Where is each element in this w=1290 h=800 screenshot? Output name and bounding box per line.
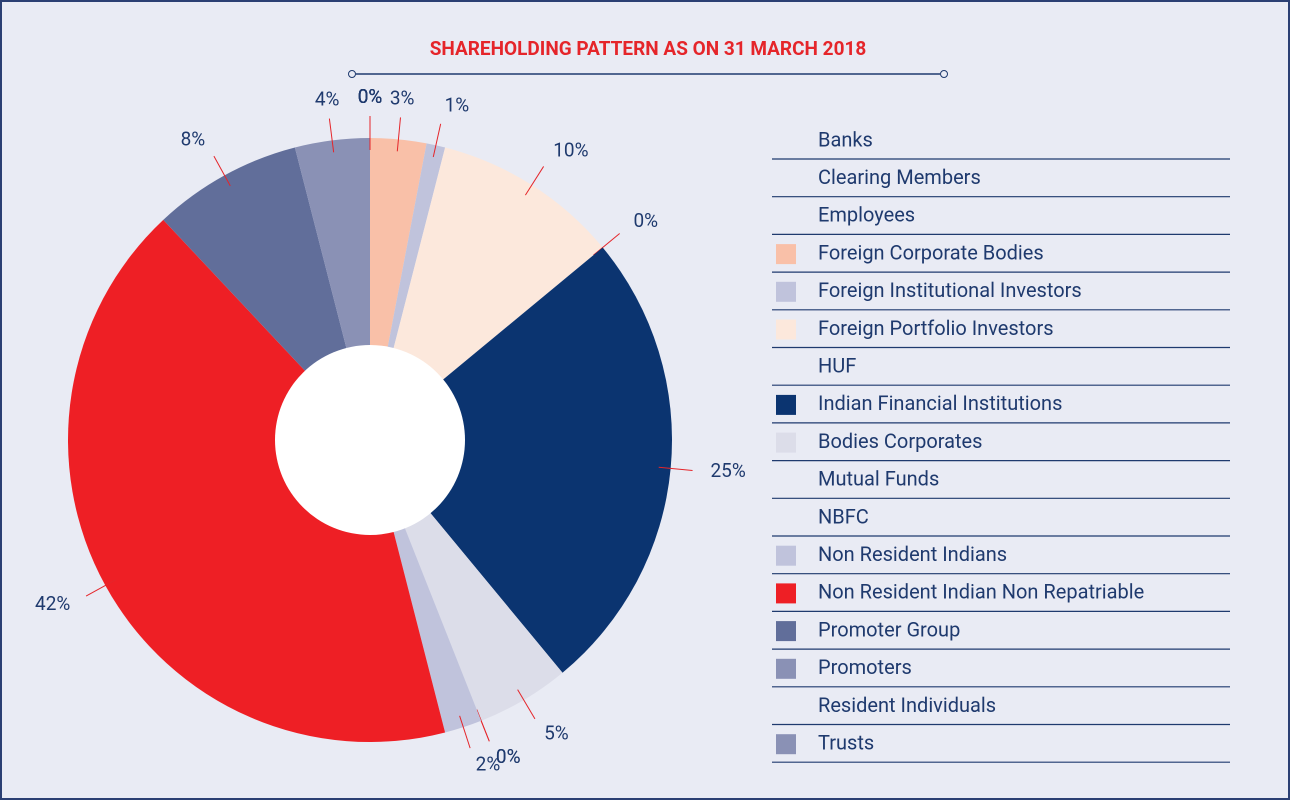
data-label: 25% [710, 459, 745, 482]
legend-swatch [776, 621, 796, 642]
legend-label: HUF [818, 353, 856, 377]
data-label: 1% [445, 93, 470, 116]
legend-label: Foreign Institutional Investors [818, 278, 1082, 302]
legend-label: Promoters [818, 655, 912, 679]
leader-line [213, 155, 231, 187]
leader-line [85, 579, 117, 597]
legend-swatch [776, 545, 796, 566]
leader-line [658, 466, 693, 471]
leader-line [524, 166, 545, 196]
data-label: 3% [390, 87, 415, 110]
data-label: 0% [358, 85, 383, 108]
legend-label: Non Resident Indian Non Repatriable [818, 580, 1144, 604]
data-label: 0% [358, 85, 383, 108]
legend-label: Resident Individuals [818, 693, 996, 717]
legend-label: Foreign Portfolio Investors [818, 316, 1054, 340]
legend-swatch [776, 394, 796, 415]
data-label: 0% [496, 745, 521, 768]
legend-swatch [776, 319, 796, 340]
legend-label: Foreign Corporate Bodies [818, 240, 1044, 264]
slice [68, 219, 446, 742]
legend-label: NBFC [818, 504, 869, 528]
legend-swatch [776, 432, 796, 453]
data-label: 5% [544, 721, 569, 744]
data-label: 4% [315, 88, 340, 111]
data-label: 10% [553, 138, 588, 161]
legend-swatch [776, 244, 796, 265]
legend-label: Mutual Funds [818, 467, 939, 491]
legend-swatch [776, 281, 796, 302]
legend-swatch [776, 583, 796, 604]
leader-line [328, 118, 335, 153]
data-label: 0% [358, 85, 383, 108]
donut-hole [275, 345, 465, 535]
legend-label: Banks [818, 127, 873, 151]
data-label: 8% [181, 127, 206, 150]
data-label: 0% [634, 209, 659, 232]
legend-swatch [776, 658, 796, 679]
leader-line [432, 123, 442, 158]
legend-label: Indian Financial Institutions [818, 391, 1062, 415]
legend-label: Promoter Group [818, 617, 960, 641]
data-label: 0% [358, 85, 383, 108]
legend-label: Non Resident Indians [818, 542, 1007, 566]
chart-title: SHAREHOLDING PATTERN AS ON 31 MARCH 2018 [430, 37, 867, 60]
rule-end [348, 70, 356, 78]
data-label: 0% [358, 85, 383, 108]
slice [370, 247, 672, 673]
legend-label: Employees [818, 203, 915, 227]
legend-swatch [776, 734, 796, 755]
legend-label: Clearing Members [818, 165, 981, 189]
leader-line [396, 117, 401, 152]
data-label: 0% [496, 745, 521, 768]
legend-label: Trusts [818, 730, 874, 754]
leader-line [459, 715, 471, 749]
legend-label: Bodies Corporates [818, 429, 982, 453]
data-label: 2% [476, 752, 501, 775]
data-label: 42% [35, 592, 70, 615]
leader-line [593, 233, 620, 256]
leader-line [517, 689, 536, 720]
rule-end [940, 70, 948, 78]
